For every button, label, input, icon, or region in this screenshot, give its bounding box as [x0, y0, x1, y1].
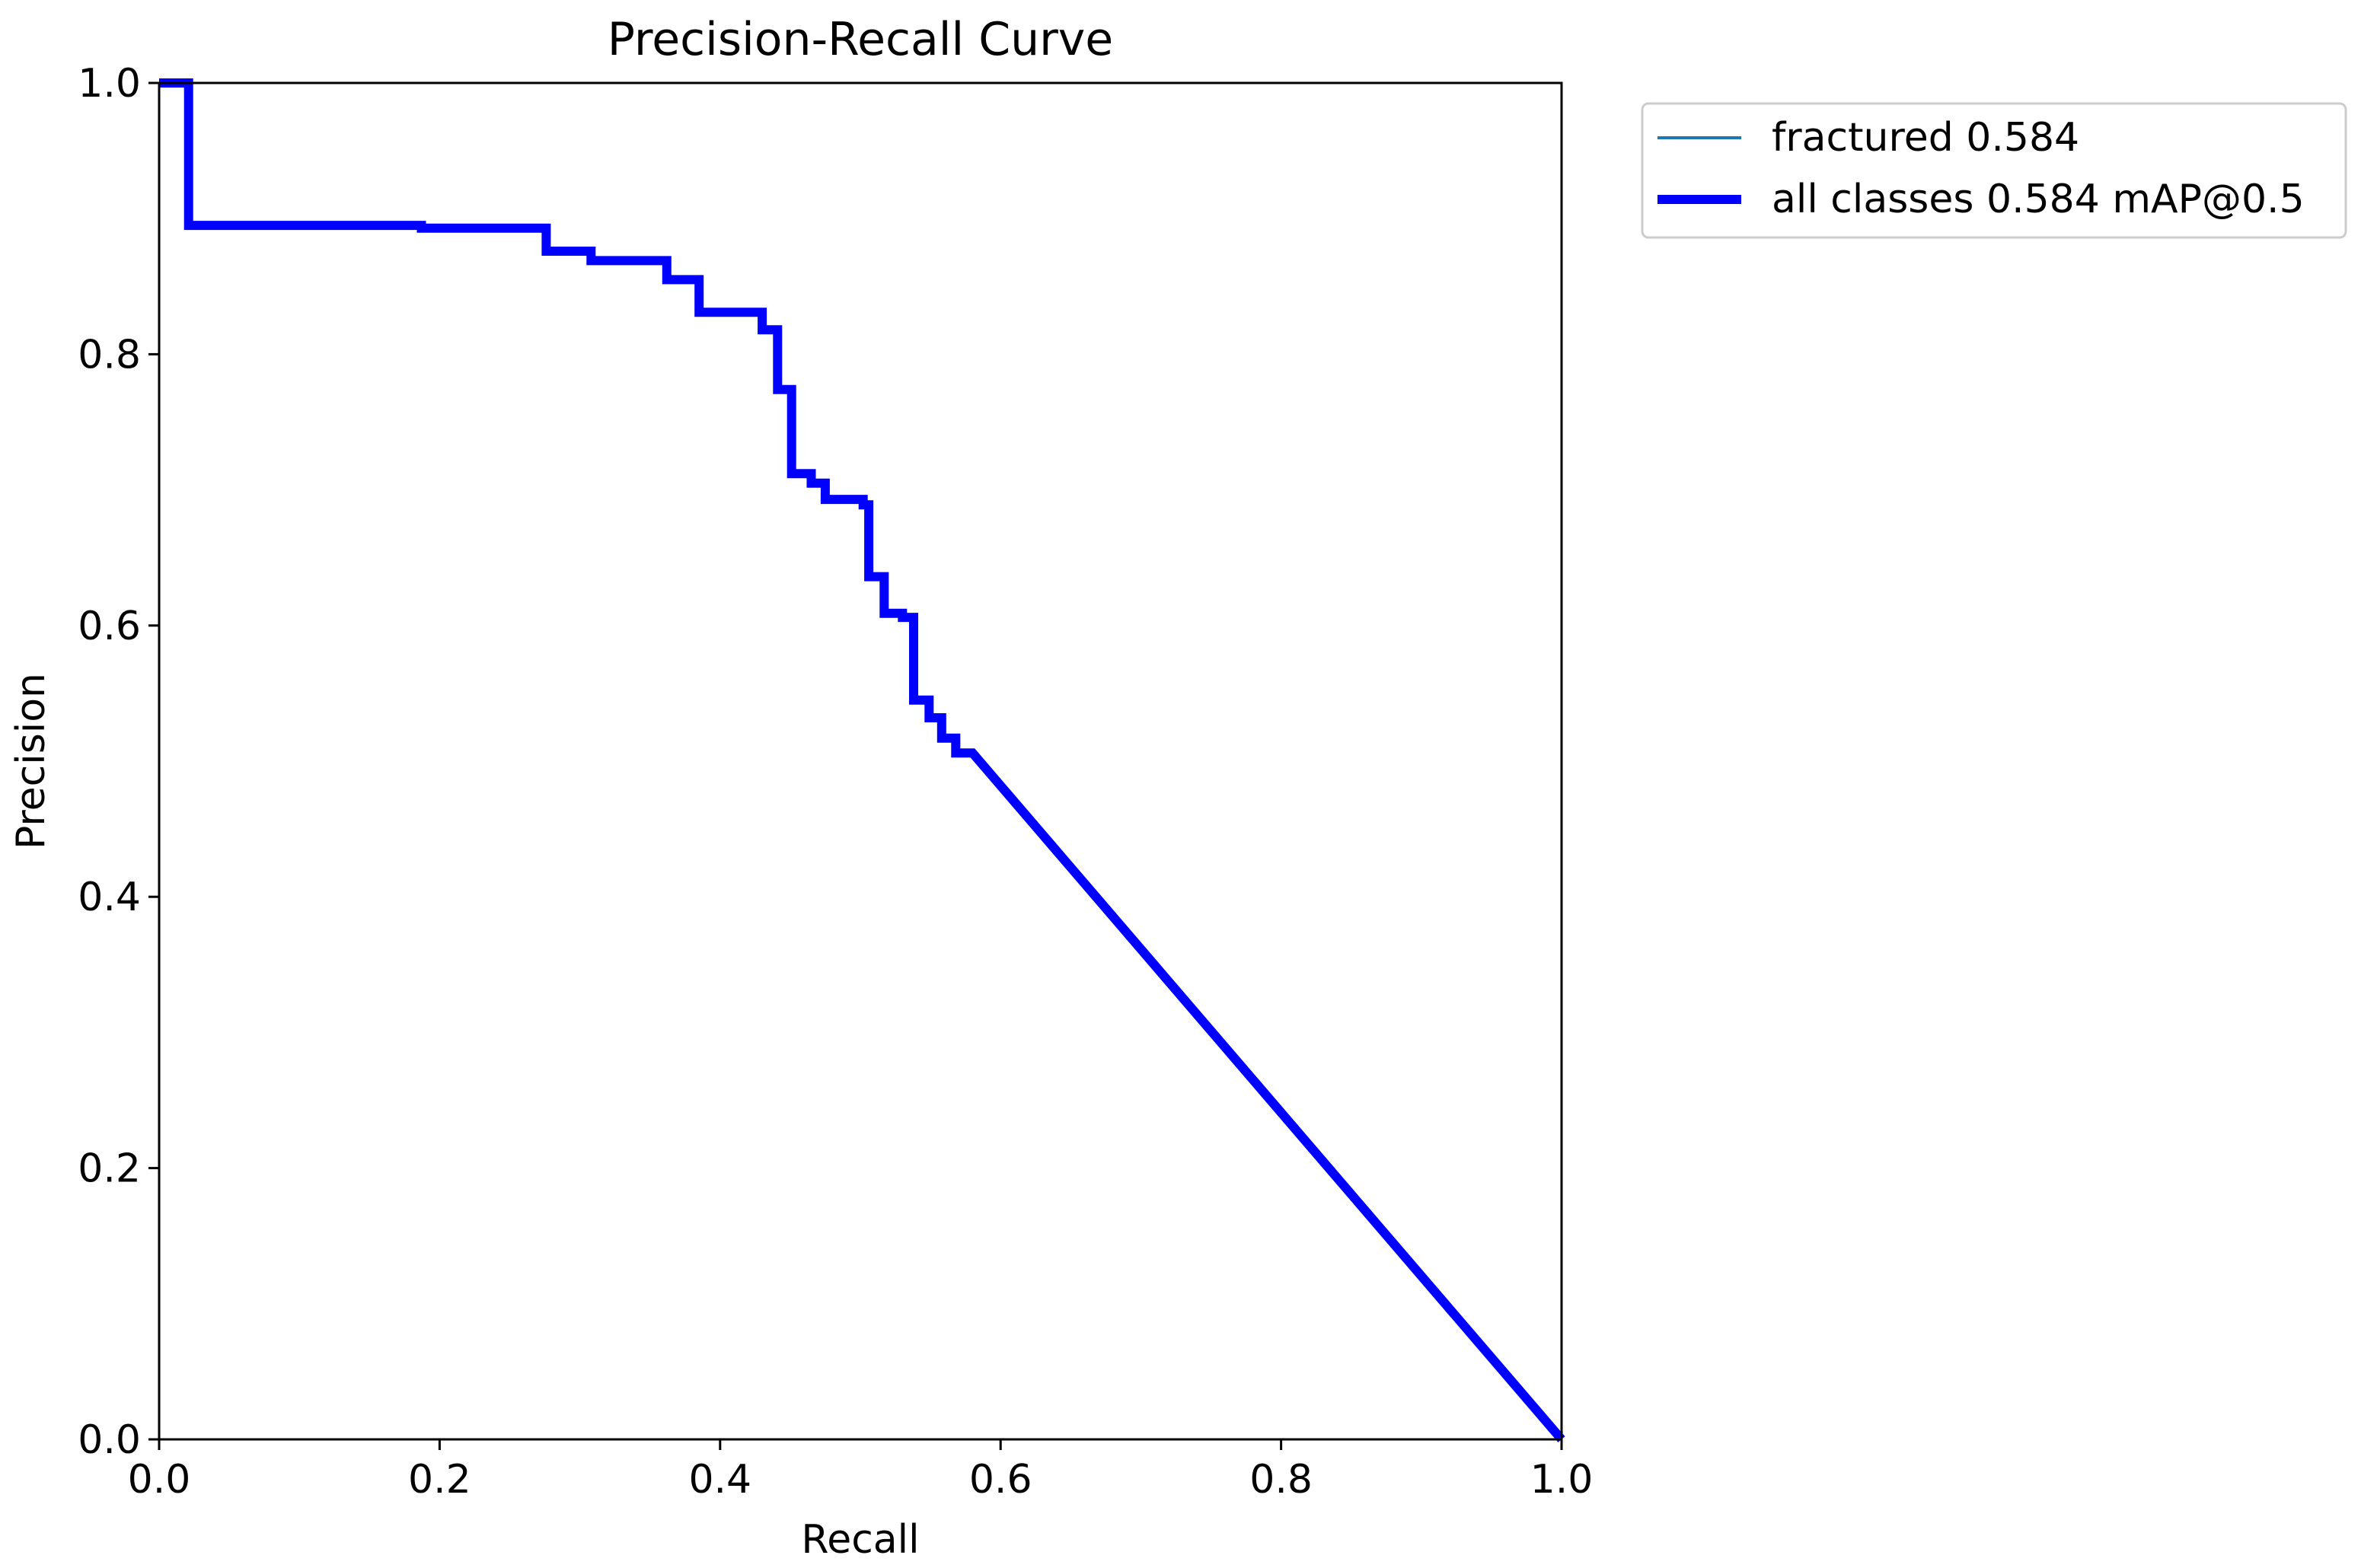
x-tick-label: 1.0: [1530, 1457, 1594, 1503]
x-tick-label: 0.8: [1249, 1457, 1313, 1503]
legend: fractured 0.584 all classes 0.584 mAP@0.…: [1641, 102, 2347, 239]
y-tick-label: 0.2: [78, 1146, 141, 1192]
x-axis-ticks: 0.0 0.2 0.4 0.6 0.8 1.0: [128, 1439, 1594, 1503]
y-tick-label: 0.4: [78, 875, 141, 920]
legend-label-all-classes: all classes 0.584 mAP@0.5: [1772, 177, 2305, 222]
legend-frame: [1641, 102, 2347, 239]
series-layer: [159, 78, 1565, 1442]
x-tick-label: 0.0: [128, 1457, 191, 1503]
x-tick-label: 0.4: [688, 1457, 751, 1503]
y-tick-label: 1.0: [78, 61, 141, 107]
x-tick-label: 0.2: [408, 1457, 471, 1503]
y-tick-label: 0.8: [78, 332, 141, 378]
y-axis-label: Precision: [8, 673, 54, 849]
series-line-1: [159, 78, 1565, 1442]
chart-title: Precision-Recall Curve: [608, 13, 1113, 66]
plot-area-frame: [158, 81, 1563, 1441]
y-tick-label: 0.6: [78, 604, 141, 649]
legend-label-fractured: fractured 0.584: [1772, 115, 2079, 161]
x-tick-label: 0.6: [969, 1457, 1032, 1503]
y-tick-label: 0.0: [78, 1417, 141, 1463]
x-axis-label: Recall: [801, 1517, 919, 1563]
y-axis-ticks: 0.0 0.2 0.4 0.6 0.8 1.0: [78, 61, 159, 1463]
